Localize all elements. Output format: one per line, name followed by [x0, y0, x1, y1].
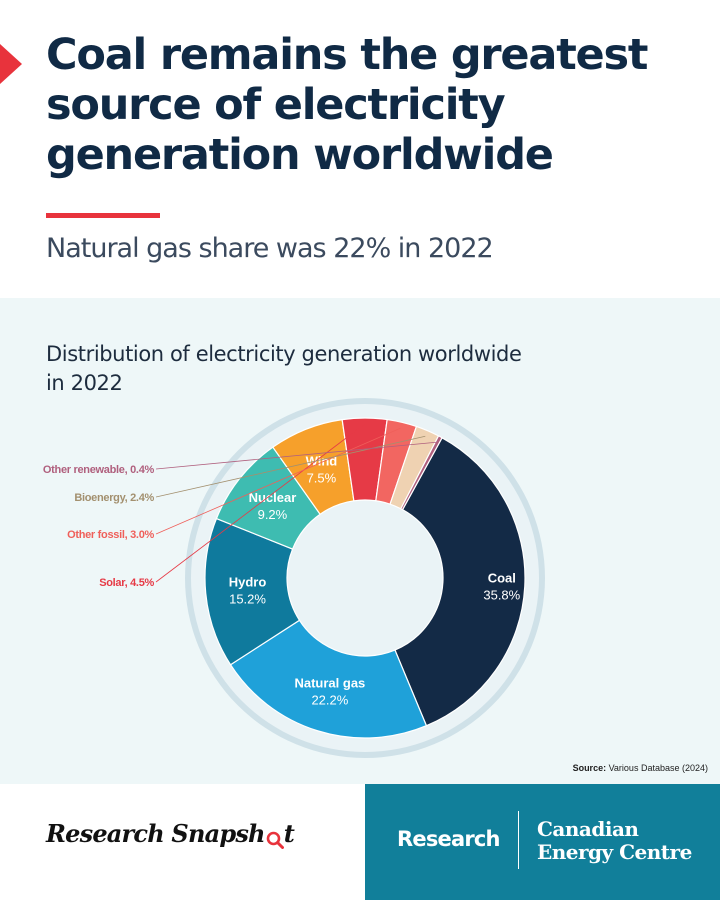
donut-chart: Coal 35.8% Natural gas 22.2% Hydro 15.2% Nucle… [43, 398, 545, 758]
red-arrow-icon [0, 44, 22, 84]
slice-coal [394, 436, 526, 727]
slice-value-label: 35.8% [483, 587, 520, 602]
leader-line [155, 427, 401, 535]
leader-line [155, 441, 438, 470]
leader-line [155, 423, 365, 583]
slice-outside-label: Other fossil, 3.0% [67, 529, 154, 541]
slice-value-label: 15.2% [229, 591, 266, 606]
slice-label: Natural gas [294, 676, 365, 691]
slice-outside-label: Solar, 4.5% [99, 577, 154, 589]
slice-other-renewable [400, 435, 443, 511]
title-divider [46, 213, 160, 218]
source-text: Various Database (2024) [608, 763, 708, 773]
page-title: Coal remains the greatest source of elec… [46, 30, 648, 180]
chart-title: Distribution of electricity generation w… [46, 342, 522, 395]
research-label: Research [397, 827, 500, 851]
slice-outside-label: Bioenergy, 2.4% [74, 492, 154, 504]
leader-line [155, 435, 426, 498]
org-line-1: Canadian [537, 817, 639, 841]
slice-label: Hydro [229, 574, 267, 589]
org-name: Canadian Energy Centre [537, 818, 692, 864]
source-prefix: Source: [572, 763, 607, 773]
footer-left [0, 784, 365, 900]
footer-right: Research Canadian Energy Centre [365, 784, 720, 900]
slice-label: Wind [306, 453, 338, 468]
slice-value-label: 9.2% [258, 507, 288, 522]
footer-divider [518, 811, 519, 869]
slice-outside-label: Other renewable, 0.4% [43, 464, 155, 476]
magnifier-icon [266, 826, 284, 849]
source-note: Source: Various Database (2024) [573, 763, 708, 773]
research-snapshot-logo: Research Snapsh t [46, 819, 295, 849]
slice-value-label: 22.2% [311, 693, 348, 708]
slice-label: Nuclear [249, 490, 297, 505]
org-line-2: Energy Centre [537, 840, 692, 864]
slice-value-label: 7.5% [307, 470, 337, 485]
brand-text-end: t [283, 819, 295, 848]
brand-text: Research Snapsh [46, 819, 265, 848]
page-subtitle: Natural gas share was 22% in 2022 [46, 233, 494, 264]
slice-natural-gas [229, 619, 428, 739]
slice-label: Coal [488, 570, 516, 585]
